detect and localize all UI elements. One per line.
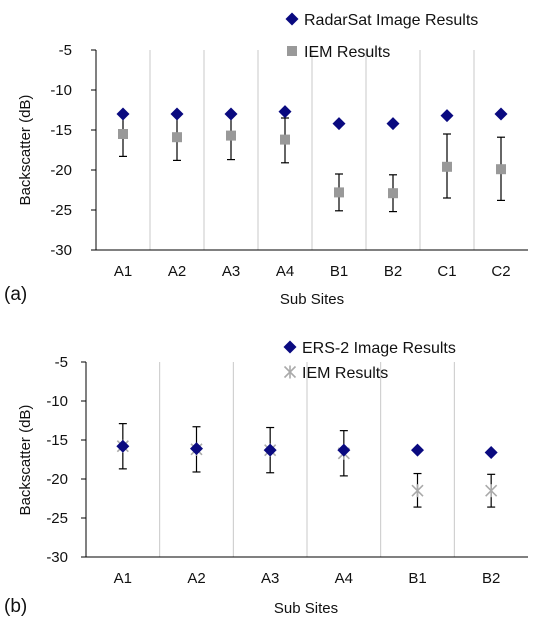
data-point — [411, 443, 424, 457]
data-point — [334, 187, 344, 198]
data-point — [332, 117, 346, 131]
data-point — [170, 107, 184, 121]
data-point — [388, 188, 398, 199]
legend-label: IEM Results — [302, 365, 388, 382]
x-tick-label: B1 — [408, 570, 426, 587]
x-tick-label: A4 — [276, 263, 294, 280]
panel-label: (b) — [4, 596, 27, 617]
x-tick-label: B1 — [330, 263, 348, 280]
x-tick-label: A3 — [261, 570, 279, 587]
y-tick-label: -20 — [46, 471, 68, 488]
y-tick-label: -15 — [46, 432, 68, 449]
y-axis-label: Backscatter (dB) — [17, 405, 34, 516]
y-tick-label: -30 — [50, 242, 72, 259]
data-point — [116, 107, 130, 121]
x-tick-label: B2 — [482, 570, 500, 587]
chart-panel-b: -5 -10 -15 -20 -25 -30 A1 A2 A3 A4 B1 B2 Sub Sites Ba… — [4, 340, 528, 617]
x-tick-label: A4 — [335, 570, 353, 587]
data-point — [484, 445, 498, 459]
legend-label: ERS-2 Image Results — [302, 340, 456, 357]
legend-marker — [287, 46, 297, 56]
data-point — [280, 134, 290, 145]
series-image-results — [116, 439, 498, 459]
x-tick-label: C1 — [437, 263, 456, 280]
data-point — [442, 161, 452, 172]
data-point — [278, 105, 292, 119]
y-tick-label: -10 — [50, 82, 72, 99]
x-axis-label: Sub Sites — [274, 600, 338, 617]
data-point — [172, 132, 182, 143]
data-point — [386, 117, 400, 131]
chart-panel-a: -5 -10 -15 -20 -25 -30 A1 A2 A3 A4 B1 B2 C1 C2 Sub Sit… — [4, 12, 528, 308]
x-tick-label: A1 — [114, 263, 132, 280]
x-axis-label: Sub Sites — [280, 291, 344, 308]
series-image-results — [116, 105, 508, 131]
data-point — [337, 443, 351, 457]
panel-label: (a) — [4, 284, 27, 305]
data-point — [411, 484, 424, 498]
data-point — [496, 164, 506, 175]
y-tick-label: -25 — [50, 202, 72, 219]
y-tick-label: -15 — [50, 122, 72, 139]
data-point — [226, 130, 236, 141]
y-tick-label: -20 — [50, 162, 72, 179]
x-tick-label: B2 — [384, 263, 402, 280]
legend-marker — [283, 340, 297, 354]
y-tick-label: -30 — [46, 549, 68, 566]
x-tick-label: A2 — [187, 570, 205, 587]
y-tick-label: -5 — [55, 354, 68, 371]
data-point — [190, 442, 203, 456]
y-tick-label: -5 — [59, 42, 72, 59]
data-point — [118, 129, 128, 139]
data-point — [263, 443, 277, 457]
x-tick-label: A3 — [222, 263, 240, 280]
y-axis-label: Backscatter (dB) — [17, 95, 34, 206]
data-point — [224, 107, 238, 121]
legend: ERS-2 Image Results IEM Results — [283, 340, 456, 382]
x-tick-label: A2 — [168, 263, 186, 280]
legend-label: IEM Results — [304, 44, 390, 61]
x-tick-label: C2 — [491, 263, 510, 280]
data-point — [494, 107, 508, 121]
data-point — [116, 439, 130, 453]
legend: RadarSat Image Results IEM Results — [285, 12, 478, 61]
legend-label: RadarSat Image Results — [304, 12, 478, 29]
x-tick-label: A1 — [114, 570, 132, 587]
y-tick-label: -10 — [46, 393, 68, 410]
legend-marker — [283, 365, 297, 379]
data-point — [485, 484, 498, 498]
data-point — [440, 109, 454, 123]
legend-marker — [285, 12, 299, 26]
y-tick-label: -25 — [46, 510, 68, 527]
